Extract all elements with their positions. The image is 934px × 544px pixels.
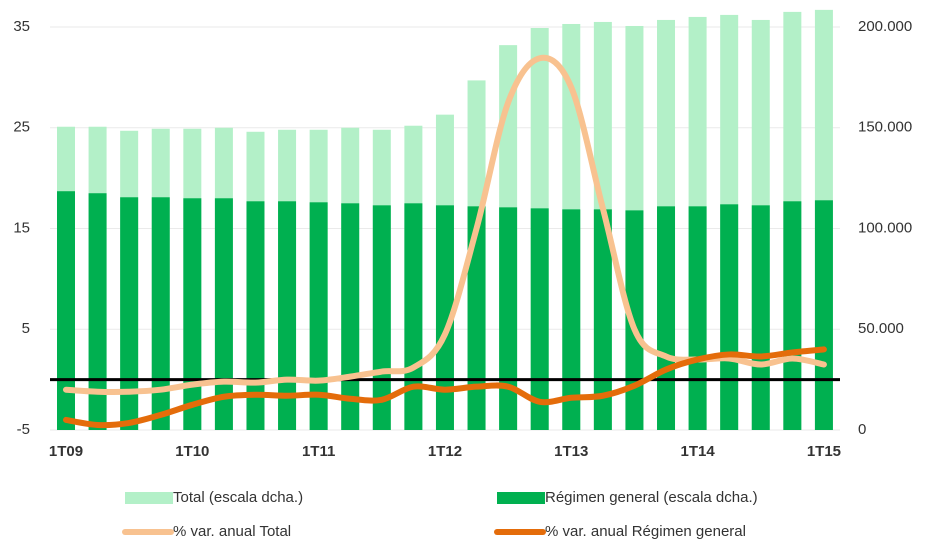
- y-tick-label: 35: [13, 18, 30, 35]
- bar: [530, 208, 549, 430]
- bar: [499, 207, 518, 430]
- bar: [309, 202, 328, 430]
- legend-label: % var. anual Régimen general: [545, 523, 746, 540]
- legend-label: % var. anual Total: [173, 523, 291, 540]
- bar: [214, 198, 233, 430]
- bar: [814, 200, 833, 430]
- line: [63, 346, 827, 429]
- bar: [120, 197, 139, 430]
- bar: [467, 206, 486, 430]
- x-tick-label: 1T10: [175, 443, 209, 460]
- y2-tick-label: 200.000: [858, 18, 912, 35]
- x-tick-label: 1T13: [554, 443, 588, 460]
- y2-tick-label: 150.000: [858, 119, 912, 136]
- bar: [404, 203, 423, 430]
- y2-tick-label: 100.000: [858, 219, 912, 236]
- y-tick-label: 5: [22, 320, 30, 337]
- legend-swatch: [497, 492, 545, 504]
- bar: [783, 201, 802, 430]
- bar: [625, 210, 644, 430]
- bar: [657, 206, 676, 430]
- bar: [435, 205, 454, 430]
- bar: [183, 198, 202, 430]
- x-tick-label: 1T12: [428, 443, 462, 460]
- bar: [688, 206, 707, 430]
- x-tick-label: 1T15: [807, 443, 841, 460]
- legend-swatch: [125, 492, 173, 504]
- bar: [562, 209, 581, 430]
- bar: [720, 204, 739, 430]
- y2-tick-label: 50.000: [858, 320, 904, 337]
- y2-tick-label: 0: [858, 421, 866, 438]
- x-tick-label: 1T11: [302, 443, 335, 460]
- y-tick-label: 15: [13, 219, 30, 236]
- bar: [751, 205, 770, 430]
- y-tick-label: -5: [17, 421, 30, 438]
- bar: [246, 201, 265, 430]
- legend-label: Régimen general (escala dcha.): [545, 489, 758, 506]
- bar: [88, 193, 107, 430]
- bar: [278, 201, 297, 430]
- x-tick-label: 1T14: [680, 443, 715, 460]
- bar: [57, 191, 75, 430]
- y-tick-label: 25: [13, 119, 30, 136]
- bar: [593, 209, 612, 430]
- bar: [151, 197, 170, 430]
- legend-label: Total (escala dcha.): [173, 489, 303, 506]
- x-tick-label: 1T09: [49, 443, 83, 460]
